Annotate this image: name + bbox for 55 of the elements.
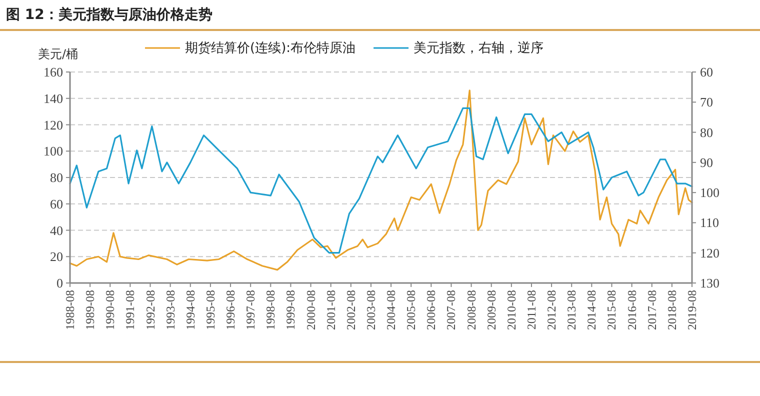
x-tick-label: 2006-08 <box>424 290 438 330</box>
x-tick-label: 2010-08 <box>504 290 518 330</box>
x-tick-label: 2015-08 <box>604 290 619 330</box>
legend-label: 美元指数，右轴，逆序 <box>414 40 544 56</box>
x-tick-label: 2002-08 <box>344 290 358 330</box>
x-tick-label: 2014-08 <box>584 290 599 330</box>
x-tick-label: 2016-08 <box>624 290 639 330</box>
y-tick-label: 0 <box>56 276 63 290</box>
y2-tick-label: 100 <box>700 185 720 200</box>
x-tick-label: 2003-08 <box>364 290 378 330</box>
x-tick-label: 1992-08 <box>143 290 158 330</box>
legend-label: 期货结算价(连续):布伦特原油 <box>185 41 356 56</box>
x-tick-label: 2007-08 <box>444 290 458 330</box>
y-tick-label: 20 <box>50 249 63 264</box>
x-tick-label: 1997-08 <box>244 290 258 330</box>
y2-tick-label: 130 <box>700 276 720 290</box>
x-tick-label: 2017-08 <box>644 290 659 330</box>
y-tick-label: 100 <box>44 144 63 159</box>
x-tick-label: 1989-08 <box>83 290 98 330</box>
x-tick-label: 2005-08 <box>404 290 418 330</box>
x-tick-label: 1996-08 <box>224 290 238 330</box>
x-tick-label: 2009-08 <box>484 290 498 330</box>
y2-tick-label: 80 <box>700 124 713 140</box>
y-tick-label: 40 <box>50 222 63 238</box>
x-tick-label: 1999-08 <box>284 290 298 330</box>
x-tick-label: 2012-08 <box>544 290 559 330</box>
y2-tick-label: 110 <box>700 215 720 230</box>
x-tick-label: 2018-08 <box>664 290 679 330</box>
line-series <box>69 90 693 271</box>
y-tick-label: 140 <box>44 90 63 106</box>
y-tick-label: 80 <box>50 170 63 185</box>
x-tick-label: 1994-08 <box>183 290 198 330</box>
x-tick-label: 2001-08 <box>324 290 338 330</box>
y-tick-label: 160 <box>44 64 63 80</box>
x-tick-label: 2019-08 <box>685 290 699 330</box>
x-tick-label: 2004-08 <box>384 290 398 330</box>
x-tick-label: 2013-08 <box>564 290 579 330</box>
y2-tick-label: 70 <box>700 94 713 110</box>
line-series <box>69 107 693 254</box>
y-tick-label: 120 <box>44 117 63 132</box>
x-tick-label: 2000-08 <box>304 290 318 330</box>
x-tick-label: 1995-08 <box>203 290 218 330</box>
x-tick-label: 1991-08 <box>123 290 138 330</box>
x-tick-label: 2008-08 <box>464 290 478 330</box>
y-axis-title: 美元/桶 <box>38 47 78 61</box>
y2-tick-label: 120 <box>700 245 720 260</box>
y-tick-label: 60 <box>50 196 63 212</box>
x-tick-label: 1988-08 <box>63 290 77 330</box>
x-tick-label: 1998-08 <box>264 290 278 330</box>
chart-title: 图 12：美元指数与原油价格走势 <box>6 6 212 23</box>
x-tick-label: 2011-08 <box>524 290 538 330</box>
y2-tick-label: 60 <box>700 64 713 80</box>
x-tick-label: 1993-08 <box>163 290 178 330</box>
x-tick-label: 1990-08 <box>103 290 118 330</box>
y2-tick-label: 90 <box>700 154 713 170</box>
